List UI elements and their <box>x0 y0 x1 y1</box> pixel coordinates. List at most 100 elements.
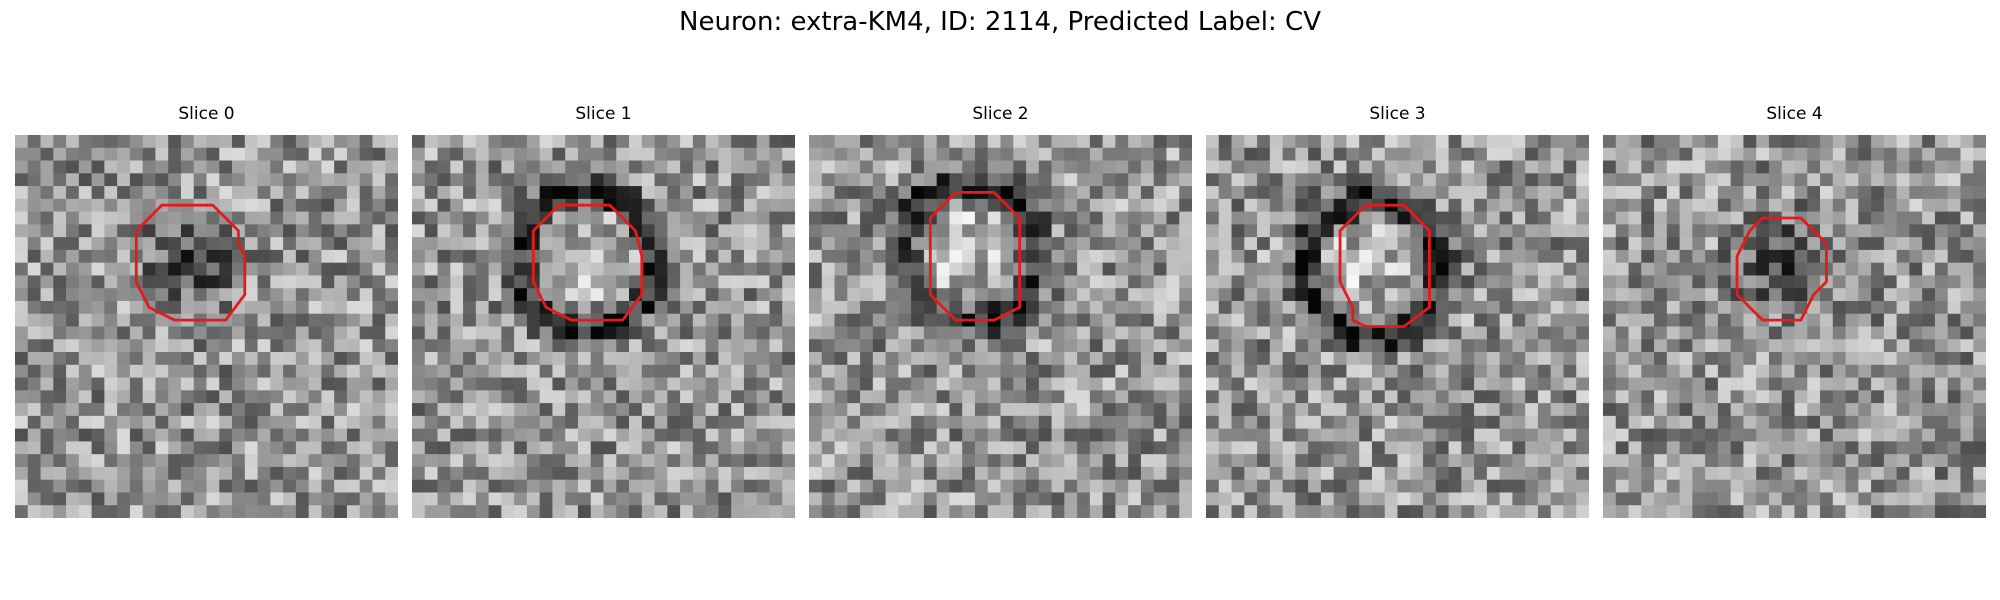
pixel <box>1038 288 1052 302</box>
pixel <box>756 403 770 417</box>
pixel <box>769 364 783 378</box>
pixel <box>1603 505 1617 518</box>
pixel <box>1153 466 1167 481</box>
pixel <box>180 262 195 276</box>
pixel <box>885 466 899 481</box>
pixel <box>1692 415 1706 430</box>
pixel <box>1013 186 1027 200</box>
pixel <box>654 479 668 493</box>
pixel <box>987 505 1001 518</box>
pixel <box>1308 441 1322 455</box>
pixel <box>206 224 220 238</box>
pixel <box>514 211 528 225</box>
pixel <box>475 364 489 378</box>
pixel <box>769 352 783 366</box>
pixel <box>1102 377 1116 391</box>
pixel <box>1858 479 1872 493</box>
pixel <box>1909 390 1923 404</box>
pixel <box>1384 441 1398 455</box>
pixel <box>15 147 29 161</box>
pixel <box>1038 313 1052 327</box>
pixel <box>463 403 477 417</box>
pixel <box>129 186 144 200</box>
pixel <box>1576 313 1589 327</box>
pixel <box>667 505 681 518</box>
pixel <box>1333 505 1347 518</box>
pixel <box>782 454 795 468</box>
pixel <box>577 262 592 276</box>
pixel <box>731 224 745 238</box>
pixel <box>155 403 169 417</box>
pixel <box>629 135 643 149</box>
pixel <box>1603 211 1617 225</box>
pixel <box>1397 237 1411 251</box>
pixel <box>1537 198 1552 212</box>
pixel <box>1077 224 1091 238</box>
pixel <box>731 415 745 430</box>
pixel <box>1794 224 1808 238</box>
pixel <box>974 135 989 149</box>
pixel <box>1563 479 1577 493</box>
pixel <box>1218 313 1232 327</box>
pixel <box>1320 160 1335 174</box>
pixel <box>1794 403 1808 417</box>
pixel <box>270 173 284 187</box>
pixel <box>514 135 528 149</box>
pixel <box>66 466 80 481</box>
pixel <box>104 339 118 353</box>
pixel <box>629 198 643 212</box>
pixel <box>359 352 373 366</box>
pixel <box>1089 313 1104 327</box>
pixel <box>898 211 912 225</box>
pixel <box>168 441 182 455</box>
pixel <box>206 415 220 430</box>
pixel <box>437 300 451 315</box>
pixel <box>526 300 541 315</box>
pixel <box>1153 492 1167 506</box>
pixel <box>475 186 489 200</box>
pixel <box>283 135 297 149</box>
pixel <box>168 147 182 161</box>
pixel <box>860 479 874 493</box>
pixel <box>168 160 182 174</box>
pixel <box>1257 364 1271 378</box>
pixel <box>1641 135 1655 149</box>
pixel <box>1705 479 1719 493</box>
pixel <box>1512 224 1526 238</box>
pixel <box>437 275 451 289</box>
pixel <box>731 211 745 225</box>
pixel <box>1934 249 1949 264</box>
pixel <box>1768 454 1783 468</box>
pixel <box>1692 173 1706 187</box>
pixel <box>488 173 502 187</box>
pixel <box>1000 352 1014 366</box>
pixel <box>1794 262 1808 276</box>
pixel <box>1960 288 1974 302</box>
pixel <box>590 505 604 518</box>
pixel <box>1794 352 1808 366</box>
pixel <box>450 352 464 366</box>
pixel <box>590 492 604 506</box>
pixel <box>1576 377 1589 391</box>
pixel <box>1525 237 1539 251</box>
pixel <box>616 198 630 212</box>
pixel <box>1628 300 1642 315</box>
pixel <box>1064 454 1078 468</box>
pixel <box>1666 479 1680 493</box>
pixel <box>257 173 271 187</box>
pixel <box>1525 492 1539 506</box>
pixel <box>641 249 655 264</box>
contour-polygon <box>928 191 1022 322</box>
pixel <box>450 313 464 327</box>
pixel <box>1282 198 1296 212</box>
pixel <box>641 288 655 302</box>
pixel <box>1832 479 1846 493</box>
pixel <box>219 403 233 417</box>
pixel <box>1435 237 1449 251</box>
pixel <box>834 377 848 391</box>
pixel <box>1435 505 1449 518</box>
pixel <box>1563 262 1577 276</box>
pixel <box>936 186 950 200</box>
pixel <box>718 147 732 161</box>
pixel <box>1768 352 1783 366</box>
